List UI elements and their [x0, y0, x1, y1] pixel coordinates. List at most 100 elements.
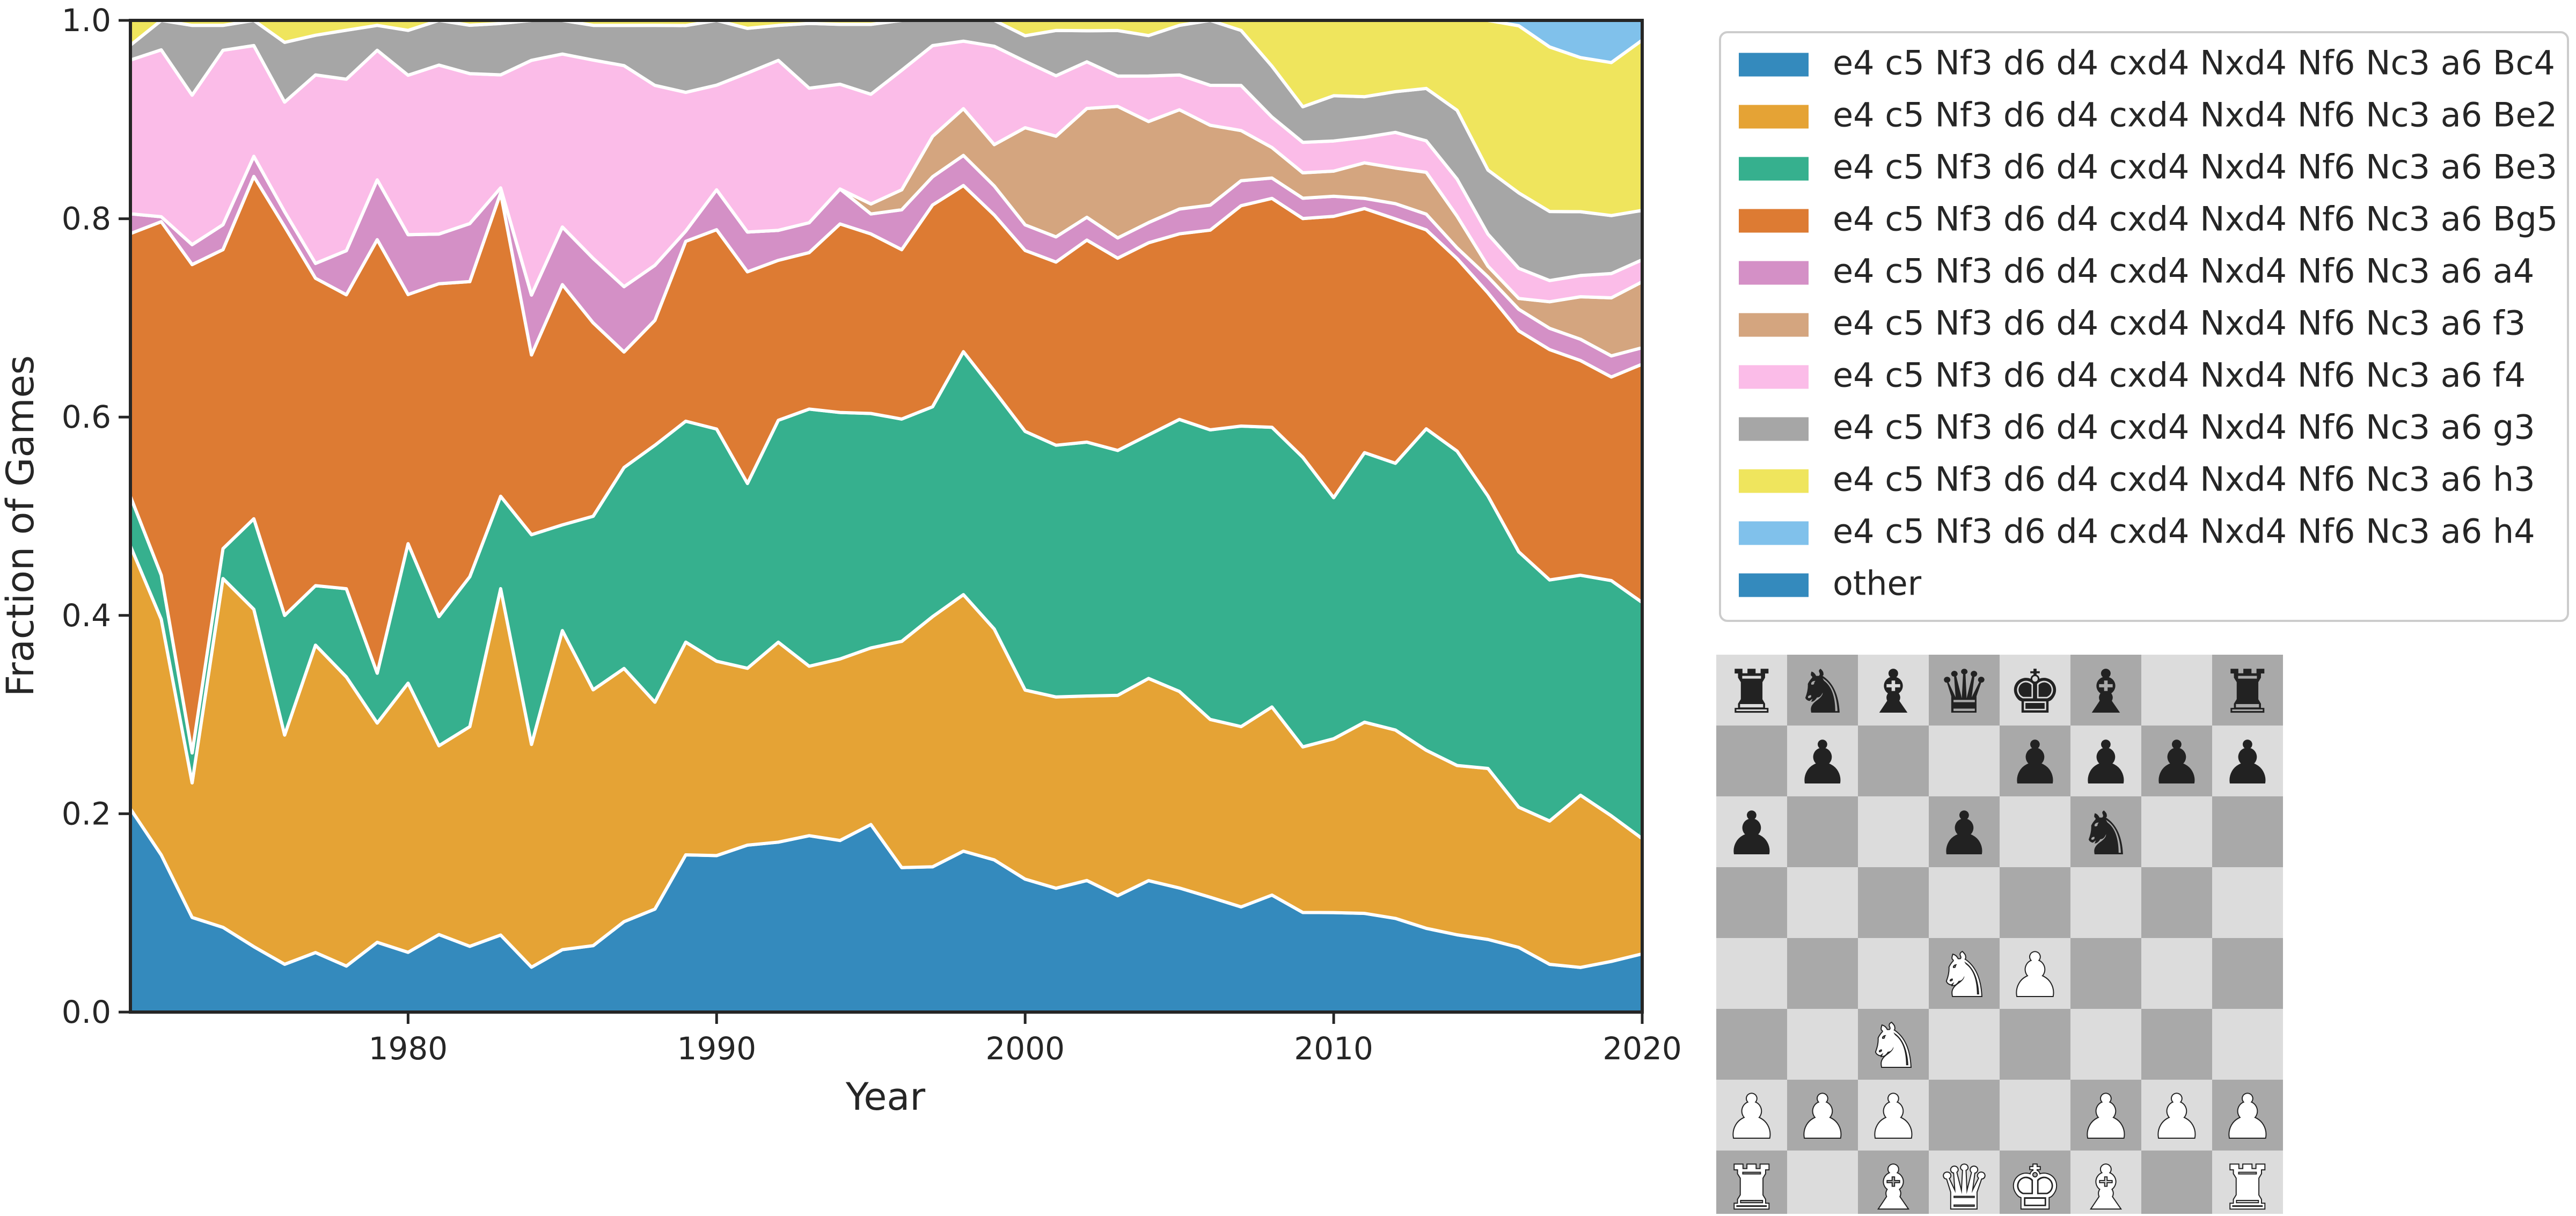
black-piece-icon: ♟	[2008, 728, 2062, 798]
board-square	[2141, 867, 2212, 938]
legend-entry: e4 c5 Nf3 d6 d4 cxd4 Nxd4 Nf6 Nc3 a6 f3	[1833, 304, 2526, 343]
board-square	[2000, 726, 2070, 796]
board-square	[2000, 1080, 2070, 1151]
legend-entry: e4 c5 Nf3 d6 d4 cxd4 Nxd4 Nf6 Nc3 a6 Be3	[1833, 148, 2557, 187]
legend: e4 c5 Nf3 d6 d4 cxd4 Nxd4 Nf6 Nc3 a6 Bc4…	[1719, 31, 2569, 622]
board-square	[2141, 938, 2212, 1009]
board-square	[1787, 1151, 1858, 1216]
stacked-area-plot	[129, 19, 1644, 1014]
board-square	[2000, 1151, 2070, 1216]
legend-swatch	[1739, 105, 1809, 129]
white-piece-icon: ♝	[1867, 1153, 1920, 1214]
board-square	[1787, 796, 1858, 867]
board-square	[1787, 938, 1858, 1009]
legend-entry: e4 c5 Nf3 d6 d4 cxd4 Nxd4 Nf6 Nc3 a6 Be2	[1833, 96, 2557, 135]
board-square	[1858, 726, 1929, 796]
y-tick-label: 0.6	[62, 399, 111, 435]
x-axis-label: Year	[845, 1075, 925, 1119]
board-square	[2070, 1009, 2141, 1080]
board-square	[1787, 867, 1858, 938]
board-square	[1929, 867, 2000, 938]
legend-swatch	[1739, 365, 1809, 389]
board-square	[1929, 938, 2000, 1009]
board-square	[1787, 1080, 1858, 1151]
board-square	[1858, 796, 1929, 867]
white-piece-icon: ♜	[1725, 1153, 1779, 1214]
white-piece-icon: ♟	[2221, 1082, 2274, 1152]
white-piece-icon: ♞	[1937, 941, 1991, 1010]
board-square	[1929, 1151, 2000, 1216]
legend-entry: e4 c5 Nf3 d6 d4 cxd4 Nxd4 Nf6 Nc3 a6 Bc4	[1833, 43, 2555, 83]
black-piece-icon: ♟	[2221, 728, 2274, 798]
board-square	[1929, 1080, 2000, 1151]
legend-swatch	[1739, 417, 1809, 441]
board-square	[1858, 1151, 1929, 1216]
board-square	[2212, 796, 2283, 867]
board-square	[2141, 1009, 2212, 1080]
black-piece-icon: ♟	[2079, 728, 2133, 798]
x-tick-label: 2010	[1294, 1030, 1373, 1067]
board-square	[1716, 938, 1787, 1009]
white-piece-icon: ♟	[1796, 1082, 1849, 1152]
legend-swatch	[1739, 573, 1809, 597]
y-axis-label: Fraction of Games	[0, 355, 42, 697]
y-tick-label: 0.0	[62, 994, 111, 1030]
board-square	[1929, 726, 2000, 796]
board-square	[2000, 655, 2070, 726]
y-tick-label: 0.4	[62, 597, 111, 634]
white-piece-icon: ♟	[1867, 1082, 1920, 1152]
legend-entry: e4 c5 Nf3 d6 d4 cxd4 Nxd4 Nf6 Nc3 a6 g3	[1833, 408, 2535, 447]
board-square	[1716, 1009, 1787, 1080]
legend-entry: e4 c5 Nf3 d6 d4 cxd4 Nxd4 Nf6 Nc3 a6 a4	[1833, 252, 2534, 291]
board-square	[2000, 938, 2070, 1009]
board-square	[2000, 867, 2070, 938]
board-square	[2141, 655, 2212, 726]
legend-swatch	[1739, 209, 1809, 233]
board-square	[2070, 1151, 2141, 1216]
board-square	[1929, 655, 2000, 726]
board-square	[2141, 796, 2212, 867]
x-tick-label: 2000	[985, 1030, 1065, 1067]
board-square	[1716, 1151, 1787, 1216]
white-piece-icon: ♟	[2079, 1082, 2133, 1152]
black-piece-icon: ♞	[2079, 799, 2133, 869]
legend-entry: other	[1833, 564, 1922, 603]
axes	[129, 19, 1644, 1014]
axis-ticks: 1980 1990 2000 2010 2020 0.0 0.2 0.4 0.6 0.8 1.0	[62, 2, 1682, 1067]
black-piece-icon: ♜	[1725, 657, 1779, 727]
board-square	[2212, 1151, 2283, 1216]
legend-swatch	[1739, 521, 1809, 545]
white-piece-icon: ♛	[1937, 1153, 1991, 1214]
board-square	[1787, 655, 1858, 726]
board-square	[2212, 1080, 2283, 1151]
board-square	[1716, 796, 1787, 867]
board-square	[2212, 655, 2283, 726]
board-square	[2141, 726, 2212, 796]
board-square	[2212, 938, 2283, 1009]
legend-swatch	[1739, 53, 1809, 77]
white-piece-icon: ♟	[2150, 1082, 2204, 1152]
legend-swatch	[1739, 469, 1809, 493]
board-square	[1787, 726, 1858, 796]
board-square	[1787, 1009, 1858, 1080]
board-square	[1858, 1009, 1929, 1080]
board-square	[1716, 867, 1787, 938]
legend-entry: e4 c5 Nf3 d6 d4 cxd4 Nxd4 Nf6 Nc3 a6 Bg5	[1833, 200, 2558, 239]
black-piece-icon: ♟	[1725, 799, 1779, 869]
board-square	[2141, 1080, 2212, 1151]
board-square	[2070, 796, 2141, 867]
board-square	[1929, 1009, 2000, 1080]
y-tick-label: 0.2	[62, 795, 111, 832]
legend-box	[1719, 31, 2569, 622]
board-square	[1716, 1080, 1787, 1151]
black-piece-icon: ♞	[1796, 657, 1849, 727]
board-square	[2141, 1151, 2212, 1216]
x-tick-label: 2020	[1602, 1030, 1682, 1067]
board-square	[2070, 1080, 2141, 1151]
y-tick-label: 1.0	[62, 2, 111, 39]
board-square	[2212, 1009, 2283, 1080]
board-square	[1716, 726, 1787, 796]
plot-frame	[129, 19, 1644, 1014]
